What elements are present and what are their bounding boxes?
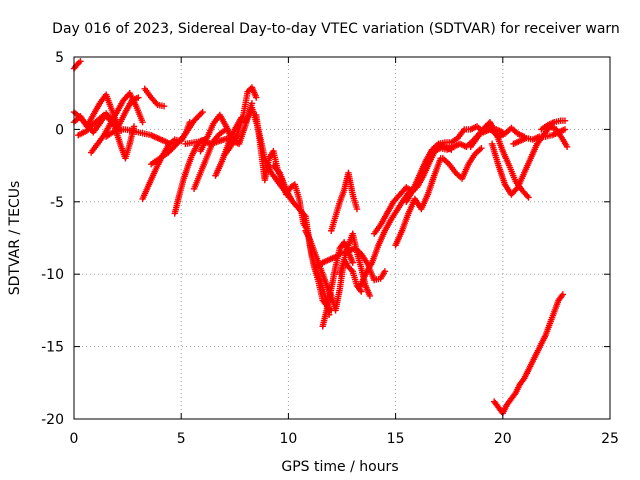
series-arc-07 [115, 94, 142, 129]
data-point [561, 126, 569, 133]
data-point [525, 194, 532, 201]
series-arc-01 [70, 58, 84, 72]
x-axis-ticks: 0 5 10 15 20 25 [70, 57, 619, 447]
y-axis-ticks: 5 0 -5 -10 -15 -20 [41, 50, 610, 428]
y-tick-label: 0 [55, 122, 64, 138]
series-arc-21 [319, 239, 356, 330]
data-point [349, 259, 356, 266]
x-tick-label: 25 [601, 431, 619, 447]
data-points [70, 58, 571, 417]
x-tick-label: 5 [177, 431, 186, 447]
y-tick-label: -10 [41, 267, 64, 283]
data-point [135, 94, 142, 101]
series-arc-06 [102, 126, 174, 148]
x-axis-label: GPS time / hours [281, 459, 398, 475]
y-axis-label: SDTVAR / TECUs [7, 181, 23, 296]
series-arc-35 [533, 123, 571, 150]
series-arc-30 [439, 145, 485, 182]
x-tick-label: 20 [494, 431, 512, 447]
x-tick-label: 0 [70, 431, 79, 447]
y-tick-label: -5 [50, 195, 64, 211]
data-point [559, 291, 567, 298]
x-tick-label: 15 [387, 431, 405, 447]
series-arc-36 [491, 291, 567, 417]
series-arc-19 [270, 162, 335, 314]
series-arc-25 [355, 143, 446, 292]
data-point [253, 94, 260, 101]
data-point [366, 292, 374, 300]
data-point [199, 108, 206, 116]
plot-frame [73, 56, 611, 420]
series-arc-24 [336, 230, 374, 300]
series-arc-27 [392, 155, 444, 249]
series-arc-23 [328, 169, 361, 234]
series-arc-10 [147, 108, 206, 168]
series-arc-32 [488, 140, 541, 198]
y-tick-label: -20 [41, 412, 64, 428]
chart-title: Day 016 of 2023, Sidereal Day-to-day VTE… [52, 21, 620, 37]
y-tick-label: 5 [55, 50, 64, 66]
data-point [563, 143, 571, 150]
data-point [77, 58, 84, 65]
y-tick-label: -15 [41, 340, 64, 356]
series-arc-14 [197, 100, 256, 155]
data-point [160, 103, 168, 110]
series-arc-31 [467, 118, 532, 201]
series-arc-08 [141, 85, 168, 110]
data-point [561, 117, 569, 124]
data-point [353, 205, 361, 213]
series-arc-16 [220, 84, 260, 159]
data-point [139, 118, 146, 126]
series-arc-28 [403, 123, 506, 205]
data-point [381, 268, 389, 275]
x-tick-label: 10 [279, 431, 297, 447]
data-point [478, 145, 485, 152]
